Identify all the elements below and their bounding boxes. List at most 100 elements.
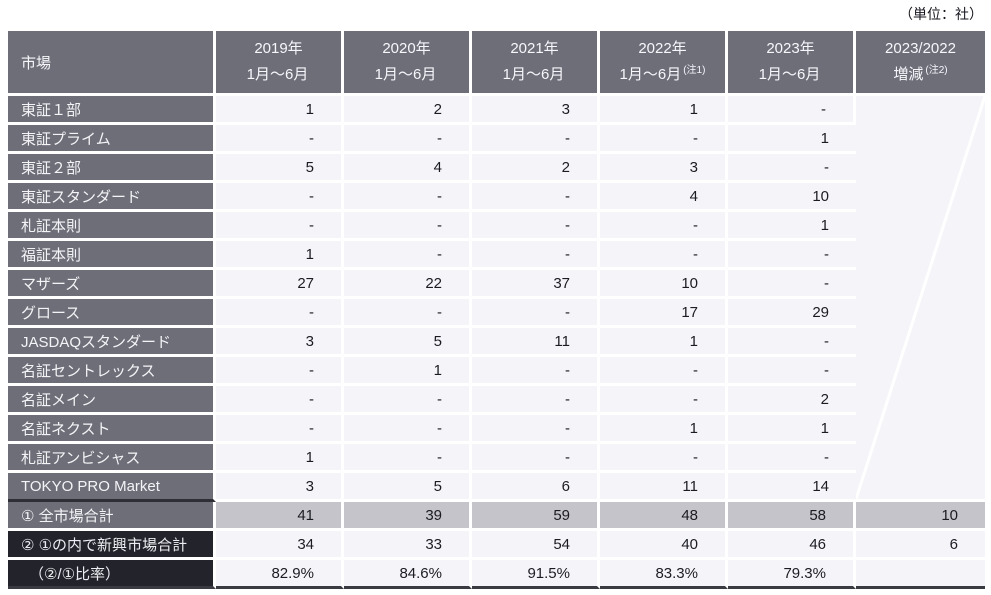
table-row: 東証１部 1 2 3 1 -: [8, 96, 985, 502]
value-cell: -: [472, 299, 600, 328]
value-cell: 2: [472, 154, 600, 183]
year-label: 2019年: [254, 39, 303, 57]
period-label: 1月～6月: [216, 62, 341, 88]
value-cell: -: [472, 386, 600, 415]
value-cell: 1: [728, 212, 856, 241]
value-cell: -: [216, 299, 344, 328]
period-text: 1月～6月: [374, 66, 437, 83]
market-row-header: ② ①の内で新興市場合計: [8, 531, 216, 560]
value-cell: -: [472, 212, 600, 241]
table-body: 東証１部 1 2 3 1 - 東証プライム - - - - 1 東証２部 5 4…: [8, 96, 985, 589]
value-cell: -: [344, 415, 472, 444]
value-cell: 82.9%: [216, 560, 344, 589]
table-row: 東証プライム - - - - 1: [8, 125, 985, 154]
value-cell: -: [728, 444, 856, 473]
value-cell: -: [216, 212, 344, 241]
value-cell: 22: [344, 270, 472, 299]
value-cell: 4: [344, 154, 472, 183]
value-cell: -: [728, 270, 856, 299]
table-row: 札証アンビシャス 1 - - - -: [8, 444, 985, 473]
year-label: 2023年: [766, 39, 815, 57]
table-row: JASDAQスタンダード 3 5 11 1 -: [8, 328, 985, 357]
value-cell: 6: [472, 473, 600, 502]
value-cell: 37: [472, 270, 600, 299]
value-cell: 46: [728, 531, 856, 560]
value-cell: -: [472, 241, 600, 270]
market-row-header: JASDAQスタンダード: [8, 328, 216, 357]
table-row: 名証ネクスト - - - 1 1: [8, 415, 985, 444]
value-cell: 33: [344, 531, 472, 560]
value-cell: -: [600, 386, 728, 415]
table-row: TOKYO PRO Market 3 5 6 11 14: [8, 473, 985, 502]
period-text: 増減: [893, 66, 924, 83]
value-cell: 3: [216, 473, 344, 502]
value-cell: 54: [472, 531, 600, 560]
market-row-header: 札証本則: [8, 212, 216, 241]
value-cell: 58: [728, 502, 856, 531]
market-row-header: TOKYO PRO Market: [8, 473, 216, 502]
diagonal-slash-icon: [856, 96, 985, 499]
value-cell: -: [216, 183, 344, 212]
diff-value-cell: 10: [856, 502, 985, 531]
diff-value-cell: [856, 560, 985, 589]
market-row-header: （②/①比率）: [8, 560, 216, 589]
diff-value-cell: 6: [856, 531, 985, 560]
value-cell: -: [600, 125, 728, 154]
value-cell: 5: [344, 473, 472, 502]
value-cell: 91.5%: [472, 560, 600, 589]
value-cell: -: [472, 444, 600, 473]
year-label: 2022年: [638, 39, 687, 57]
period-text: 1月～6月: [758, 66, 821, 83]
value-cell: 1: [344, 357, 472, 386]
value-cell: 10: [600, 270, 728, 299]
note-ref: (注2): [925, 65, 948, 76]
value-cell: 29: [728, 299, 856, 328]
year-label: 2023/2022: [885, 39, 956, 57]
market-row-header: 名証メイン: [8, 386, 216, 415]
table-row: ① 全市場合計 41 39 59 48 58 10: [8, 502, 985, 531]
period-label: 1月～6月: [472, 62, 597, 88]
table-row: 福証本則 1 - - - -: [8, 241, 985, 270]
market-row-header: 東証２部: [8, 154, 216, 183]
value-cell: -: [600, 212, 728, 241]
table-row: 札証本則 - - - - 1: [8, 212, 985, 241]
diff-no-data-cell: [856, 96, 985, 502]
value-cell: -: [216, 386, 344, 415]
value-cell: -: [344, 212, 472, 241]
value-cell: -: [344, 299, 472, 328]
value-cell: 1: [728, 125, 856, 154]
value-cell: 2: [344, 96, 472, 125]
value-cell: -: [216, 357, 344, 386]
value-cell: -: [344, 444, 472, 473]
year-column-header: 2021年 1月～6月: [472, 31, 600, 96]
value-cell: 11: [472, 328, 600, 357]
market-row-header: ① 全市場合計: [8, 502, 216, 531]
value-cell: -: [344, 125, 472, 154]
period-label: 増減 (注2): [856, 62, 985, 88]
value-cell: 14: [728, 473, 856, 502]
value-cell: 39: [344, 502, 472, 531]
period-label: 1月～6月: [344, 62, 469, 88]
table-row: 名証セントレックス - 1 - - -: [8, 357, 985, 386]
value-cell: 5: [344, 328, 472, 357]
value-cell: -: [600, 444, 728, 473]
table-row: 東証２部 5 4 2 3 -: [8, 154, 985, 183]
market-row-header: 東証プライム: [8, 125, 216, 154]
value-cell: 10: [728, 183, 856, 212]
value-cell: 34: [216, 531, 344, 560]
value-cell: -: [216, 125, 344, 154]
value-cell: 84.6%: [344, 560, 472, 589]
value-cell: 41: [216, 502, 344, 531]
value-cell: 48: [600, 502, 728, 531]
market-row-header: 名証ネクスト: [8, 415, 216, 444]
value-cell: 5: [216, 154, 344, 183]
table-row: ② ①の内で新興市場合計 34 33 54 40 46 6: [8, 531, 985, 560]
value-cell: 83.3%: [600, 560, 728, 589]
period-text: 1月～6月: [246, 66, 309, 83]
value-cell: -: [728, 154, 856, 183]
value-cell: 1: [216, 444, 344, 473]
value-cell: -: [728, 96, 856, 125]
year-column-header: 2020年 1月～6月: [344, 31, 472, 96]
value-cell: 1: [600, 415, 728, 444]
